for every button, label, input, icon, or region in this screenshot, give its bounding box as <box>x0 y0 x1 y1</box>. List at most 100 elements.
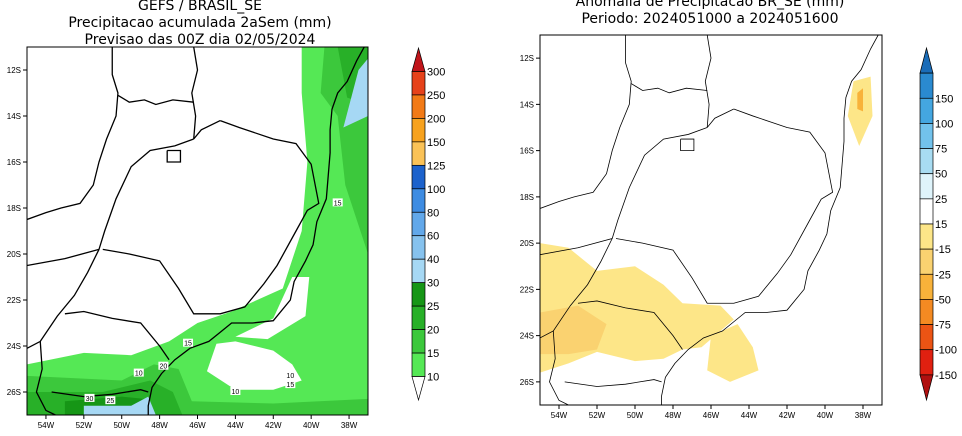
x-tick-label: 52W <box>589 411 606 420</box>
x-tick-label: 44W <box>227 421 244 430</box>
anomaly-minus15-25 <box>847 76 873 146</box>
colorbar-segment <box>411 118 426 143</box>
colorbar-label: 40 <box>427 254 439 266</box>
colorbar-segment <box>411 94 426 119</box>
contour-label-bg <box>285 380 296 389</box>
colorbar-segment <box>411 235 426 260</box>
colorbar-arrow-top <box>919 46 934 74</box>
shaded-fields <box>540 76 873 382</box>
contour-label-bg <box>84 393 95 402</box>
colorbar-label: 300 <box>427 66 445 78</box>
y-tick-label: 26S <box>520 378 534 387</box>
state-border <box>540 238 613 339</box>
colorbar-segment <box>411 282 426 307</box>
colorbar-segment <box>411 305 426 330</box>
state-border <box>704 35 712 128</box>
state-border <box>191 47 199 140</box>
colorbar-segment <box>919 299 934 325</box>
state-border <box>615 108 834 304</box>
colorbar-label: -100 <box>935 345 957 357</box>
colorbar-label: 25 <box>935 194 947 206</box>
state-border <box>540 127 708 256</box>
colorbar-label: 100 <box>935 118 953 130</box>
colorbar-segment <box>919 97 934 124</box>
anomaly-minus25-50 <box>540 305 607 355</box>
boundaries <box>540 35 879 405</box>
state-border <box>102 119 320 315</box>
title-line: GEFS / BRASIL_SE <box>138 0 262 14</box>
y-tick-label: 20S <box>520 239 534 248</box>
y-tick-label: 24S <box>7 342 21 351</box>
coastline <box>147 47 365 415</box>
colorbar-label: 15 <box>427 348 439 360</box>
colorbar-segment <box>411 211 426 237</box>
state-border <box>27 47 119 221</box>
colorbar-label: 80 <box>427 207 439 219</box>
right-title: Anomalia de Precipitacao BR_SE (mm) Peri… <box>530 0 890 28</box>
y-tick-label: 22S <box>520 285 534 294</box>
x-tick-label: 44W <box>741 411 758 420</box>
colorbar-label: 15 <box>935 219 947 231</box>
colorbar-label: 250 <box>427 90 445 102</box>
x-tick-label: 46W <box>189 421 206 430</box>
colorbar-label: -150 <box>935 370 957 382</box>
colorbar-arrow-bottom <box>411 376 426 402</box>
colorbar-segment <box>919 148 934 175</box>
x-tick-label: 38W <box>341 421 358 430</box>
precip-10-15 <box>27 47 368 415</box>
x-tick-label: 50W <box>627 411 644 420</box>
state-border <box>193 120 221 140</box>
colorbar-arrow-top <box>411 46 426 72</box>
state-border <box>549 330 569 405</box>
left-title: GEFS / BRASIL_SE Precipitacao acumulada … <box>30 0 370 49</box>
contour-label-bg <box>183 338 194 347</box>
colorbar-label: 150 <box>427 137 445 149</box>
colorbar-arrow-bottom <box>919 374 934 402</box>
x-tick-label: 46W <box>703 411 720 420</box>
contour-label: 15 <box>184 341 192 348</box>
x-tick-label: 42W <box>779 411 796 420</box>
contour-label: 15 <box>286 382 294 389</box>
colorbar-segment <box>411 141 426 166</box>
state-border <box>51 389 149 398</box>
x-tick-label: 42W <box>265 421 282 430</box>
federal-district-border <box>680 138 695 152</box>
colorbar-label: -25 <box>935 269 951 281</box>
contour-label-bg <box>230 387 241 395</box>
contour-label-bg <box>158 361 169 370</box>
y-tick-label: 18S <box>520 193 534 202</box>
colorbar-segment <box>919 72 934 99</box>
x-tick-label: 48W <box>665 411 682 420</box>
colorbar-label: 30 <box>427 278 439 290</box>
colorbar-label: 50 <box>935 169 947 181</box>
y-tick-label: 16S <box>520 147 534 156</box>
y-tick-label: 18S <box>7 204 21 213</box>
title-line: Periodo: 2024051000 a 2024051600 <box>581 11 839 27</box>
precip-30-40 <box>83 396 156 415</box>
colorbar-segment <box>919 324 934 351</box>
state-border <box>630 83 708 94</box>
colorbar-segment <box>919 273 934 300</box>
colorbar-segment <box>411 352 426 377</box>
colorbar-label: 125 <box>427 160 445 172</box>
x-tick-label: 54W <box>551 411 568 420</box>
x-tick-label: 52W <box>76 421 93 430</box>
state-border <box>706 108 734 128</box>
y-tick-label: 14S <box>7 112 21 121</box>
contour-label: 10 <box>286 373 294 380</box>
colorbar-segment <box>919 248 934 275</box>
contour-label-bg <box>105 396 116 405</box>
colorbar-label: 20 <box>427 325 439 337</box>
boundaries <box>27 47 365 415</box>
state-border <box>564 379 662 387</box>
x-tick-label: 40W <box>817 411 834 420</box>
contour-label-bg <box>133 368 144 377</box>
y-tick-label: 16S <box>7 158 21 167</box>
x-tick-label: 40W <box>303 421 320 430</box>
y-tick-label: 20S <box>7 250 21 259</box>
colorbar-segment <box>919 123 934 149</box>
x-tick-label: 54W <box>38 421 55 430</box>
colorbar-label: 200 <box>427 113 445 125</box>
colorbar-label: -15 <box>935 244 951 256</box>
